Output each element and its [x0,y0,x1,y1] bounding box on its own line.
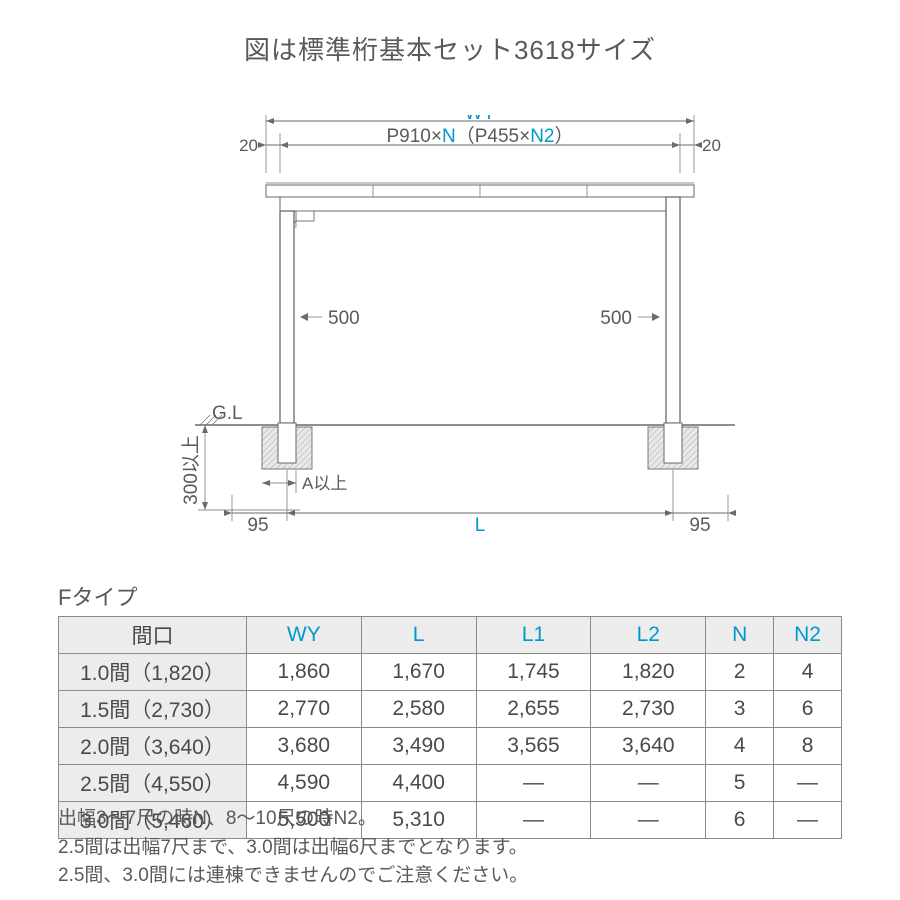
col-n: N [706,617,774,654]
margin-20-left: 20 [239,136,258,155]
note-line: 2.5間は出幅7尺まで、3.0間は出幅6尺までとなります。 [58,834,528,863]
margin-20-right: 20 [702,136,721,155]
depth-300: 300以上 [180,435,202,505]
inner-500-left: 500 [328,308,360,329]
table-row: 1.5間（2,730） 2,770 2,580 2,655 2,730 3 6 [59,691,842,728]
edge-95-left: 95 [247,515,268,536]
a-label: A以上 [302,474,347,493]
wy-label: WY [465,115,496,124]
bottom-l-label: L [475,515,486,536]
top-formula: P910×N（P455×N2） [386,125,573,147]
table-row: 2.5間（4,550） 4,590 4,400 — — 5 — [59,765,842,802]
col-wy: WY [246,617,361,654]
note-line: 出幅3〜7尺の時N、8〜10尺の時N2。 [58,805,528,834]
inner-500-right: 500 [600,308,632,329]
edge-95-right: 95 [689,515,710,536]
spec-table-section: Fタイプ 間口 WY L L1 L2 N N2 1.0間（1,820） 1,86… [58,580,842,839]
table-row: 1.0間（1,820） 1,860 1,670 1,745 1,820 2 4 [59,654,842,691]
page-title: 図は標準桁基本セット3618サイズ [0,30,900,67]
col-opening: 間口 [59,617,247,654]
table-header: 間口 WY L L1 L2 N N2 [59,617,842,654]
type-label: Fタイプ [58,580,842,612]
note-line: 2.5間、3.0間には連棟できませんのでご注意ください。 [58,862,528,891]
col-n2: N2 [774,617,842,654]
col-l1: L1 [476,617,591,654]
elevation-diagram: WY 20 20 P910×N（P455×N2） 500 500 G.L 300… [0,115,900,545]
table-row: 2.0間（3,640） 3,680 3,490 3,565 3,640 4 8 [59,728,842,765]
col-l: L [361,617,476,654]
notes: 出幅3〜7尺の時N、8〜10尺の時N2。 2.5間は出幅7尺まで、3.0間は出幅… [58,805,528,891]
col-l2: L2 [591,617,706,654]
